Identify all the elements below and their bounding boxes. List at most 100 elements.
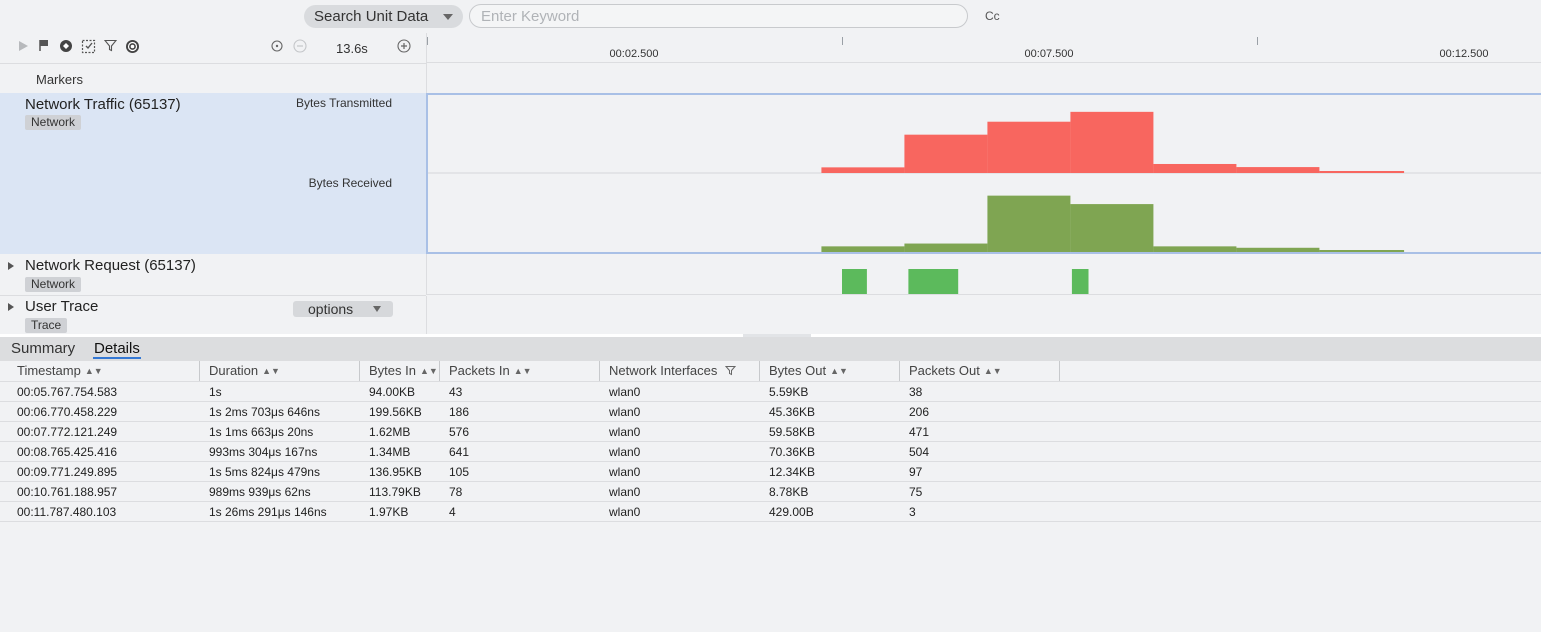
bytes-transmitted-bar[interactable] xyxy=(904,134,988,173)
keyword-search-input[interactable] xyxy=(469,4,968,28)
lane-title: Network Traffic (65137) xyxy=(25,96,181,113)
table-cell: 00:11.787.480.103 xyxy=(17,505,117,519)
select-region-icon[interactable] xyxy=(80,39,96,55)
bytes-received-bar[interactable] xyxy=(821,246,905,252)
bytes-received-label: Bytes Received xyxy=(308,176,392,190)
filter-icon[interactable] xyxy=(724,365,737,376)
ruler-tick xyxy=(1257,37,1258,45)
bytes-transmitted-label: Bytes Transmitted xyxy=(295,96,392,110)
user-trace-lane-header[interactable]: User Trace Trace xyxy=(0,296,426,334)
table-cell: 00:06.770.458.229 xyxy=(17,405,118,419)
sort-icon: ▲▼ xyxy=(84,366,103,376)
column-header-bytes-in[interactable]: Bytes In ▲▼ xyxy=(360,361,440,381)
network-request-bar[interactable] xyxy=(908,269,959,294)
table-cell: 75 xyxy=(909,485,923,499)
zoom-level-value: 13.6s xyxy=(336,41,368,56)
table-cell: 4 xyxy=(449,505,456,519)
table-cell: 00:09.771.249.895 xyxy=(17,465,118,479)
table-cell: 59.58KB xyxy=(769,425,816,439)
bytes-transmitted-bar[interactable] xyxy=(1070,111,1154,173)
network-request-bar[interactable] xyxy=(842,269,867,294)
table-cell: 43 xyxy=(449,385,463,399)
table-row[interactable]: 00:05.767.754.583 1s 94.00KB 43 wlan0 5.59KB 3… xyxy=(0,382,1541,402)
column-header-bytes-out[interactable]: Bytes Out ▲▼ xyxy=(760,361,900,381)
settings-icon[interactable] xyxy=(124,39,140,55)
tab-details[interactable]: Details xyxy=(93,340,141,359)
network-request-chart[interactable] xyxy=(426,254,1541,295)
table-cell: 78 xyxy=(449,485,463,499)
table-row[interactable]: 00:07.772.121.249 1s 1ms 663μs 20ns 1.62MB… xyxy=(0,422,1541,442)
zoom-out-icon[interactable] xyxy=(292,39,308,55)
ruler-tick-label: 00:02.500 xyxy=(609,48,659,60)
table-cell: 989ms 939μs 62ns xyxy=(209,485,311,499)
options-dropdown[interactable]: options xyxy=(293,301,393,317)
ruler-tick-label: 00:12.500 xyxy=(1439,48,1489,60)
table-cell: 1s 5ms 824μs 479ns xyxy=(209,465,320,479)
table-row[interactable]: 00:11.787.480.103 1s 26ms 291μs 146ns 1.97… xyxy=(0,502,1541,522)
bytes-transmitted-bar[interactable] xyxy=(1319,171,1405,173)
network-request-bar[interactable] xyxy=(1071,269,1089,294)
user-trace-chart[interactable] xyxy=(426,296,1541,334)
search-scope-select[interactable]: Search Unit Data xyxy=(304,5,463,28)
bytes-received-bar[interactable] xyxy=(1236,247,1320,252)
table-cell: 1.97KB xyxy=(369,505,409,519)
table-cell: 00:05.767.754.583 xyxy=(17,385,118,399)
zoom-in-icon[interactable] xyxy=(396,39,412,55)
bytes-transmitted-bar[interactable] xyxy=(821,167,905,173)
column-header-network-interfaces[interactable]: Network Interfaces xyxy=(600,361,760,381)
bytes-received-bar[interactable] xyxy=(987,195,1071,252)
table-cell: 00:08.765.425.416 xyxy=(17,445,118,459)
table-cell: wlan0 xyxy=(609,505,641,519)
filter-icon[interactable] xyxy=(102,39,118,55)
bytes-received-bar[interactable] xyxy=(904,243,988,252)
table-row[interactable]: 00:08.765.425.416 993ms 304μs 167ns 1.34MB… xyxy=(0,442,1541,462)
tab-summary[interactable]: Summary xyxy=(11,340,76,357)
table-cell: wlan0 xyxy=(609,425,641,439)
bytes-received-bar[interactable] xyxy=(1319,250,1405,252)
table-cell: 113.79KB xyxy=(369,485,421,499)
table-cell: wlan0 xyxy=(609,385,641,399)
network-traffic-chart[interactable] xyxy=(426,93,1541,254)
target-icon[interactable] xyxy=(58,39,74,55)
network-traffic-lane-header[interactable]: Network Traffic (65137) Network Bytes Tr… xyxy=(0,93,426,254)
table-header: Timestamp ▲▼ Duration ▲▼ Bytes In ▲▼ Packet… xyxy=(0,361,1541,382)
bytes-received-bar[interactable] xyxy=(1153,246,1237,252)
lane-tag: Network xyxy=(25,115,82,130)
case-sensitive-toggle[interactable]: Cc xyxy=(985,9,1000,23)
table-row[interactable]: 00:09.771.249.895 1s 5ms 824μs 479ns 136.9… xyxy=(0,462,1541,482)
column-header-timestamp[interactable]: Timestamp ▲▼ xyxy=(8,361,200,381)
timeline-toolbar: 13.6s xyxy=(0,33,426,64)
chevron-down-icon xyxy=(373,306,381,312)
markers-row: Markers xyxy=(0,63,1541,94)
ruler-tick-label: 00:07.500 xyxy=(1024,48,1074,60)
table-cell: 429.00B xyxy=(769,505,814,519)
column-header-packets-out[interactable]: Packets Out ▲▼ xyxy=(900,361,1060,381)
network-request-lane-header[interactable]: Network Request (65137) Network xyxy=(0,254,426,296)
reset-zoom-icon[interactable] xyxy=(269,39,285,55)
ruler-tick xyxy=(427,37,428,45)
table-row[interactable]: 00:06.770.458.229 1s 2ms 703μs 646ns 199.5… xyxy=(0,402,1541,422)
bytes-transmitted-bar[interactable] xyxy=(987,121,1071,173)
table-cell: 206 xyxy=(909,405,930,419)
sort-icon: ▲▼ xyxy=(983,366,1002,376)
bytes-transmitted-bar[interactable] xyxy=(1236,167,1320,173)
column-header-packets-in[interactable]: Packets In ▲▼ xyxy=(440,361,600,381)
bytes-received-bar[interactable] xyxy=(1070,204,1154,252)
column-header-duration[interactable]: Duration ▲▼ xyxy=(200,361,360,381)
table-row[interactable]: 00:10.761.188.957 989ms 939μs 62ns 113.79K… xyxy=(0,482,1541,502)
table-cell: 12.34KB xyxy=(769,465,816,479)
expand-arrow-icon[interactable] xyxy=(8,303,14,311)
play-icon[interactable] xyxy=(15,39,31,55)
expand-arrow-icon[interactable] xyxy=(8,262,14,270)
sort-icon: ▲▼ xyxy=(262,366,280,376)
traffic-chart-svg xyxy=(428,111,1541,252)
bytes-transmitted-bar[interactable] xyxy=(1153,163,1237,173)
lane-title: Network Request (65137) xyxy=(25,257,196,274)
flag-icon[interactable] xyxy=(36,39,52,55)
table-cell: 1s 26ms 291μs 146ns xyxy=(209,505,327,519)
markers-label: Markers xyxy=(36,72,83,87)
table-cell: 94.00KB xyxy=(369,385,416,399)
table-cell: wlan0 xyxy=(609,405,641,419)
table-cell: 471 xyxy=(909,425,930,439)
time-ruler[interactable]: 00:02.500 00:07.500 00:12.500 xyxy=(426,33,1541,63)
